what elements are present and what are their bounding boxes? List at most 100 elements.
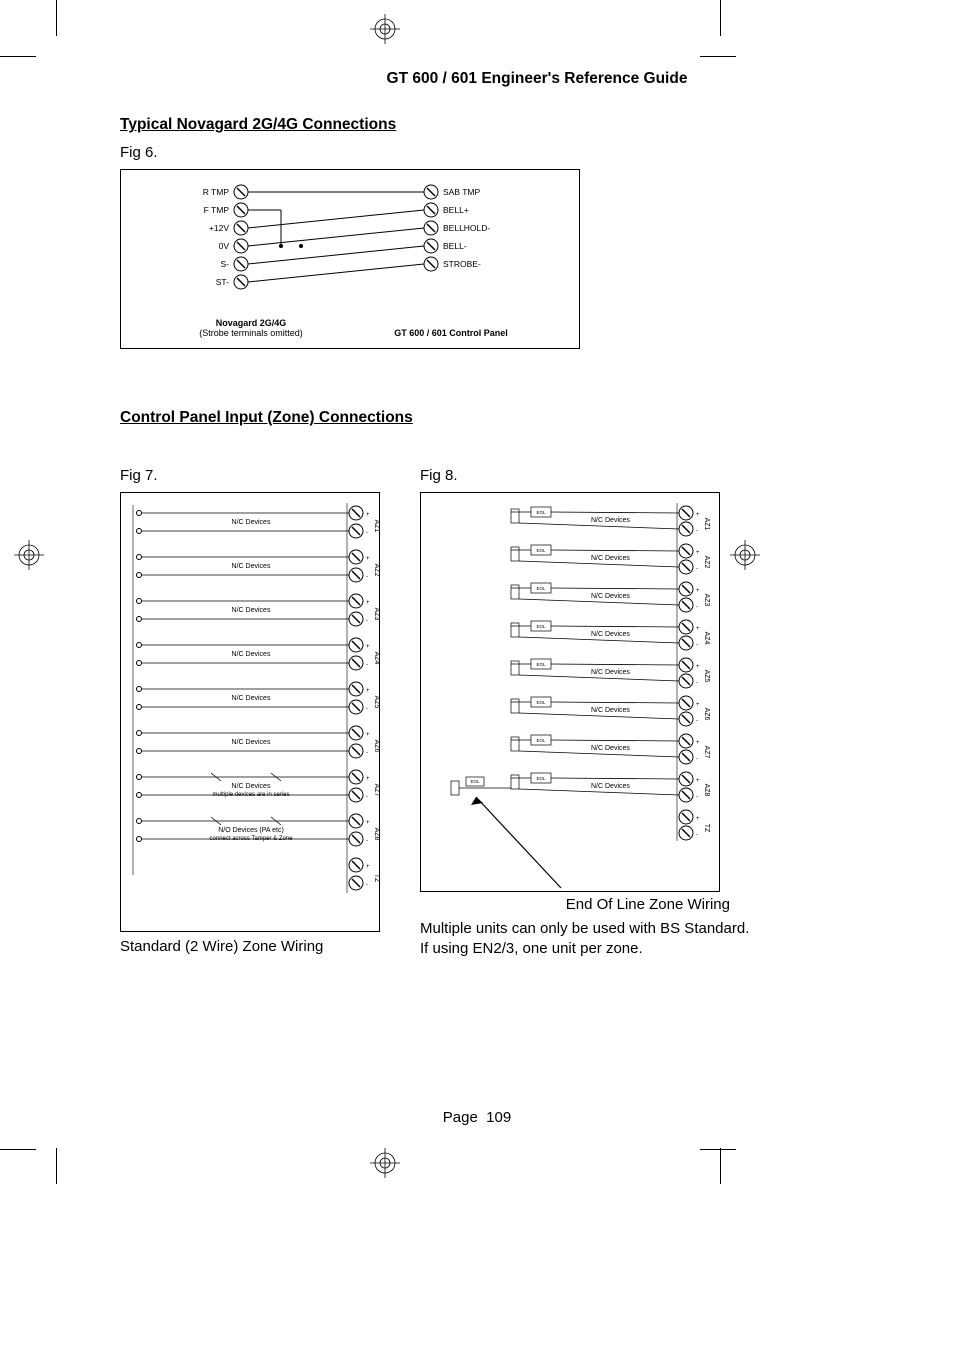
svg-text:EOL: EOL xyxy=(536,548,546,553)
svg-text:N/C Devices: N/C Devices xyxy=(591,707,630,714)
svg-text:+: + xyxy=(696,550,700,556)
page-number-value: 109 xyxy=(486,1109,511,1126)
registration-mark-bottom xyxy=(370,1148,400,1178)
fig6-right-caption-bold: GT 600 / 601 Control Panel xyxy=(394,328,508,338)
fig8-label: Fig 8. xyxy=(420,467,760,484)
page-content: GT 600 / 601 Engineer's Reference Guide … xyxy=(0,0,954,998)
svg-text:-: - xyxy=(696,566,698,572)
svg-text:EOL: EOL xyxy=(536,700,546,705)
svg-text:+12V: +12V xyxy=(209,223,229,233)
svg-text:-: - xyxy=(366,882,368,888)
svg-text:N/C Devices: N/C Devices xyxy=(232,607,271,614)
fig7-label: Fig 7. xyxy=(120,467,380,484)
svg-text:+: + xyxy=(696,626,700,632)
svg-text:-: - xyxy=(696,832,698,838)
svg-text:-: - xyxy=(366,530,368,536)
trim-mark xyxy=(720,1148,721,1184)
section-heading-zone: Control Panel Input (Zone) Connections xyxy=(120,409,834,427)
svg-text:EOL: EOL xyxy=(536,586,546,591)
svg-text:AZ7: AZ7 xyxy=(703,746,710,759)
svg-text:+: + xyxy=(366,644,370,650)
svg-text:EOL: EOL xyxy=(536,776,546,781)
svg-text:N/C Devices: N/C Devices xyxy=(591,631,630,638)
svg-text:+: + xyxy=(366,600,370,606)
svg-text:AZ4: AZ4 xyxy=(703,632,710,645)
trim-mark xyxy=(0,1149,36,1150)
svg-text:N/C Devices: N/C Devices xyxy=(591,517,630,524)
fig7-column: Fig 7. AZ1+-N/C DevicesAZ2+-N/C DevicesA… xyxy=(120,467,380,958)
svg-text:R TMP: R TMP xyxy=(203,187,230,197)
svg-text:AZ3: AZ3 xyxy=(373,608,380,621)
svg-text:connect across Tamper & Zone: connect across Tamper & Zone xyxy=(210,836,294,842)
svg-text:-: - xyxy=(366,794,368,800)
svg-text:N/C Devices: N/C Devices xyxy=(591,555,630,562)
svg-text:EOL: EOL xyxy=(470,779,480,784)
page-header-title: GT 600 / 601 Engineer's Reference Guide xyxy=(240,70,834,88)
svg-text:EOL: EOL xyxy=(536,738,546,743)
svg-text:+: + xyxy=(366,512,370,518)
svg-text:BELL+: BELL+ xyxy=(443,205,469,215)
svg-text:N/C Devices: N/C Devices xyxy=(232,519,271,526)
svg-text:+: + xyxy=(696,740,700,746)
fig6-left-caption-bold: Novagard 2G/4G xyxy=(216,318,287,328)
svg-text:BELL-: BELL- xyxy=(443,241,467,251)
svg-text:N/C Devices: N/C Devices xyxy=(591,783,630,790)
svg-text:-: - xyxy=(696,680,698,686)
svg-text:EOL: EOL xyxy=(536,510,546,515)
svg-text:EOL: EOL xyxy=(536,662,546,667)
fig6-diagram: R TMPF TMP+12V0VS-ST- SAB TMPBELL+BELLHO… xyxy=(120,169,580,349)
svg-text:-: - xyxy=(366,838,368,844)
fig8-diagram: AZ1+-EOLN/C DevicesAZ2+-EOLN/C DevicesAZ… xyxy=(420,492,720,892)
svg-text:+: + xyxy=(696,816,700,822)
svg-text:SAB TMP: SAB TMP xyxy=(443,187,480,197)
svg-text:+: + xyxy=(696,664,700,670)
svg-text:+: + xyxy=(366,688,370,694)
svg-text:EOL: EOL xyxy=(536,624,546,629)
svg-text:-: - xyxy=(696,756,698,762)
svg-text:N/C Devices: N/C Devices xyxy=(232,783,271,790)
svg-text:AZ4: AZ4 xyxy=(373,652,380,665)
fig8-svg: AZ1+-EOLN/C DevicesAZ2+-EOLN/C DevicesAZ… xyxy=(421,493,721,893)
svg-text:AZ7: AZ7 xyxy=(373,784,380,797)
svg-text:AZ6: AZ6 xyxy=(373,740,380,753)
svg-text:S-: S- xyxy=(221,259,230,269)
svg-text:AZ5: AZ5 xyxy=(703,670,710,683)
trim-mark xyxy=(56,1148,57,1184)
svg-text:-: - xyxy=(366,706,368,712)
fig7-svg: AZ1+-N/C DevicesAZ2+-N/C DevicesAZ3+-N/C… xyxy=(121,493,381,933)
svg-text:+: + xyxy=(366,732,370,738)
svg-text:N/C Devices: N/C Devices xyxy=(232,563,271,570)
fig7-fig8-row: Fig 7. AZ1+-N/C DevicesAZ2+-N/C DevicesA… xyxy=(120,467,834,958)
fig8-column: Fig 8. AZ1+-EOLN/C DevicesAZ2+-EOLN/C De… xyxy=(420,467,760,958)
svg-text:+: + xyxy=(696,512,700,518)
svg-text:-: - xyxy=(696,604,698,610)
svg-text:+: + xyxy=(366,556,370,562)
svg-text:N/C Devices: N/C Devices xyxy=(232,651,271,658)
svg-text:-: - xyxy=(696,642,698,648)
svg-text:-: - xyxy=(366,662,368,668)
svg-text:TZ: TZ xyxy=(703,824,710,833)
svg-text:-: - xyxy=(366,574,368,580)
svg-text:TZ: TZ xyxy=(373,874,380,883)
svg-text:-: - xyxy=(696,718,698,724)
svg-text:N/C Devices: N/C Devices xyxy=(232,739,271,746)
svg-text:N/C Devices: N/C Devices xyxy=(591,593,630,600)
svg-text:multiple devices are in series: multiple devices are in series xyxy=(212,792,289,798)
svg-text:AZ5: AZ5 xyxy=(373,696,380,709)
svg-text:+: + xyxy=(366,820,370,826)
fig8-caption: End Of Line Zone Wiring xyxy=(420,896,760,913)
svg-text:N/O Devices (PA etc): N/O Devices (PA etc) xyxy=(218,827,284,834)
svg-text:AZ8: AZ8 xyxy=(703,784,710,797)
fig7-diagram: AZ1+-N/C DevicesAZ2+-N/C DevicesAZ3+-N/C… xyxy=(120,492,380,932)
svg-text:N/C Devices: N/C Devices xyxy=(591,669,630,676)
section-heading-novagard: Typical Novagard 2G/4G Connections xyxy=(120,116,834,134)
svg-text:F TMP: F TMP xyxy=(204,205,230,215)
svg-text:+: + xyxy=(696,778,700,784)
svg-text:AZ1: AZ1 xyxy=(703,518,710,531)
svg-text:+: + xyxy=(696,588,700,594)
svg-text:STROBE-: STROBE- xyxy=(443,259,481,269)
svg-text:BELLHOLD-: BELLHOLD- xyxy=(443,223,490,233)
svg-text:N/C Devices: N/C Devices xyxy=(232,695,271,702)
page-number-label: Page xyxy=(443,1109,478,1126)
page-number: Page 109 xyxy=(0,1109,954,1126)
